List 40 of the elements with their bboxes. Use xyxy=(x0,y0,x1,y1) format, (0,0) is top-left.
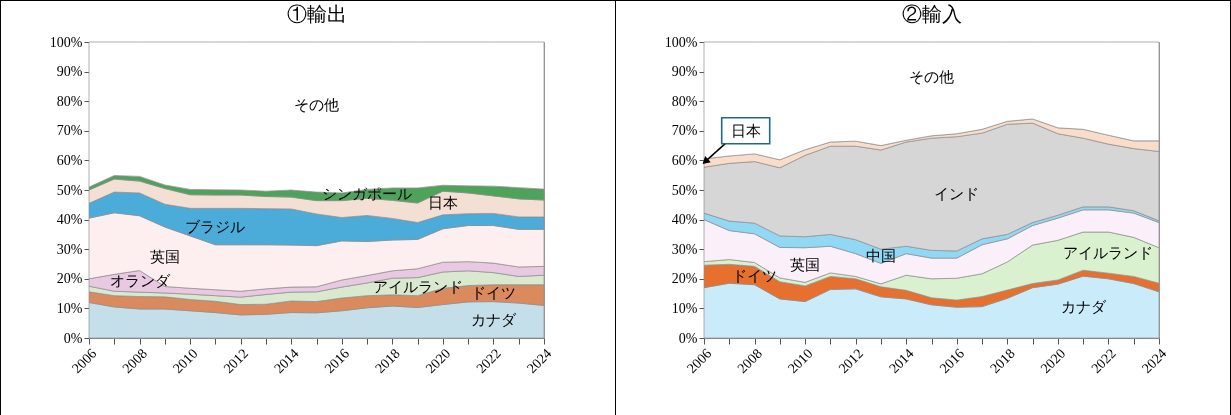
series-label: ブラジル xyxy=(185,217,246,236)
y-tick-label: 40% xyxy=(56,212,83,228)
chart-title: ①輸出 xyxy=(286,3,347,25)
y-tick-label: 40% xyxy=(671,212,698,228)
series-label: アイルランド xyxy=(372,277,463,296)
series-label: 日本 xyxy=(730,121,761,140)
series-label: 英国 xyxy=(790,256,821,275)
y-tick-label: 30% xyxy=(56,241,83,257)
y-tick-label: 90% xyxy=(671,64,698,80)
series-label: ドイツ xyxy=(732,266,778,285)
chart-title: ②輸入 xyxy=(901,3,962,25)
series-label: 日本 xyxy=(427,194,458,213)
y-tick-label: 10% xyxy=(56,300,83,316)
y-tick-label: 80% xyxy=(56,93,83,109)
y-tick-label: 20% xyxy=(671,271,698,287)
y-tick-label: 60% xyxy=(56,152,83,168)
y-tick-label: 100% xyxy=(49,34,83,50)
y-tick-label: 70% xyxy=(671,123,698,139)
y-tick-label: 10% xyxy=(671,300,698,316)
series-label: 英国 xyxy=(149,247,180,266)
series-label: インド xyxy=(934,184,980,203)
series-label: カナダ xyxy=(1060,298,1107,317)
y-tick-label: 70% xyxy=(56,123,83,139)
series-label: その他 xyxy=(909,68,954,87)
series-label: ドイツ xyxy=(470,284,516,303)
series-label: カナダ xyxy=(470,310,517,329)
y-tick-label: 0% xyxy=(678,330,698,346)
series-label: オランダ xyxy=(109,272,171,291)
y-tick-label: 90% xyxy=(56,64,83,80)
y-tick-label: 60% xyxy=(671,152,698,168)
y-tick-label: 50% xyxy=(671,182,698,198)
y-tick-label: 0% xyxy=(63,330,83,346)
y-tick-label: 80% xyxy=(671,93,698,109)
y-tick-label: 100% xyxy=(664,34,698,50)
y-tick-label: 30% xyxy=(671,241,698,257)
series-label: その他 xyxy=(294,96,339,115)
y-tick-label: 50% xyxy=(56,182,83,198)
y-tick-label: 20% xyxy=(56,271,83,287)
series-label: 中国 xyxy=(865,247,896,266)
series-label: アイルランド xyxy=(1063,243,1154,262)
